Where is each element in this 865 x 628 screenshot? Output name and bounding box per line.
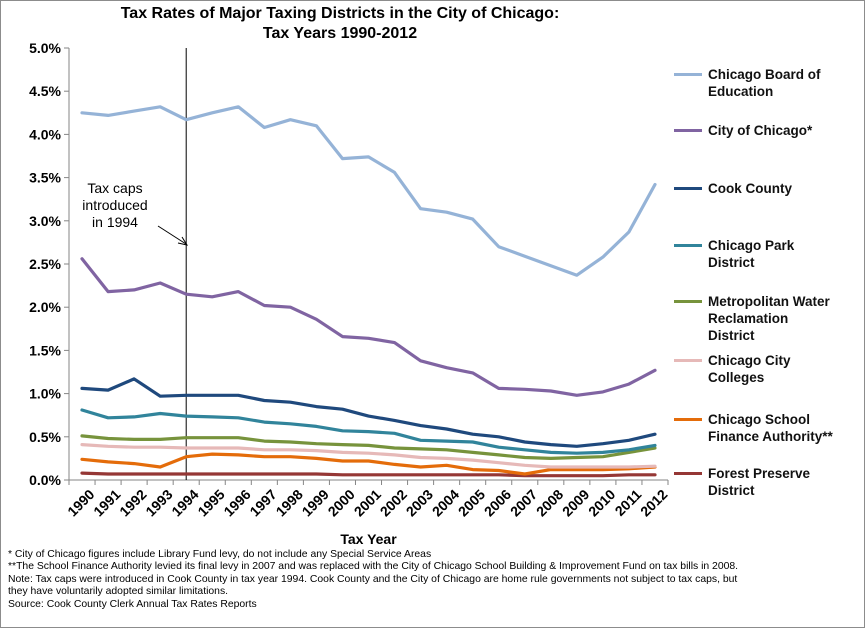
y-tick-label: 4.0%	[29, 126, 61, 142]
footnote-note: Note: Tax caps were introduced in Cook C…	[8, 573, 738, 585]
x-tick-label: 1998	[273, 486, 306, 519]
annotation-text-line: introduced	[82, 197, 147, 213]
y-tick-label: 2.5%	[29, 256, 61, 272]
series-line-chicago-park-district	[80, 408, 657, 455]
chart-title-line-2: Tax Years 1990-2012	[262, 25, 418, 42]
x-tick-label: 1995	[194, 486, 227, 519]
x-tick-label: 2010	[585, 486, 618, 519]
legend-label-line: City of Chicago*	[708, 123, 813, 138]
legend-label-line: Education	[708, 84, 774, 99]
legend-label-line: District	[708, 483, 755, 498]
legend-swatch	[674, 418, 702, 421]
y-tick-label: 0.0%	[29, 472, 61, 488]
legend-swatch	[674, 300, 702, 303]
legend-label: Chicago City Colleges	[708, 352, 858, 386]
y-tick-label: 4.5%	[29, 83, 61, 99]
series-line-chicago-school-finance-authority	[80, 452, 657, 476]
y-tick-label: 3.0%	[29, 213, 61, 229]
legend-label-line: Cook County	[708, 181, 792, 196]
legend-label-line: Chicago School	[708, 412, 811, 427]
annotation-arrowhead	[177, 236, 189, 246]
x-tick-label: 2004	[429, 486, 462, 519]
y-tick-label: 1.0%	[29, 386, 61, 402]
annotation-arrow	[157, 225, 187, 245]
legend-label: Forest Preserve District	[708, 465, 858, 499]
annotation-text-line: in 1994	[92, 214, 138, 230]
x-tick-label: 2009	[559, 486, 592, 519]
x-axis-title: Tax Year	[340, 531, 397, 547]
footnote-city: * City of Chicago figures include Librar…	[8, 549, 432, 560]
y-tick-label: 0.5%	[29, 429, 61, 445]
legend-label-line: Colleges	[708, 370, 765, 385]
legend-label-line: Finance Authority**	[708, 429, 833, 444]
legend-label: Cook County	[708, 180, 858, 197]
footnotes: * City of Chicago figures include Librar…	[8, 549, 858, 611]
x-tick-label: 1996	[220, 486, 253, 519]
legend-label-line: Reclamation	[708, 311, 789, 326]
legend-label: Chicago Park District	[708, 237, 858, 271]
series-line-city-of-chicago	[80, 257, 657, 397]
legend-label: Chicago School Finance Authority**	[708, 411, 858, 445]
x-tick-label: 1994	[168, 486, 201, 519]
y-tick-label: 3.5%	[29, 170, 61, 186]
x-tick-label: 2011	[612, 486, 645, 519]
series-line-forest-preserve-district	[80, 471, 657, 478]
legend-label-line: Metropolitan Water	[708, 294, 830, 309]
footnote-source: Source: Cook County Clerk Annual Tax Rat…	[8, 598, 257, 610]
x-tick-label: 2007	[507, 486, 540, 519]
footnote-note-cont: they have voluntarily adopted similar li…	[8, 586, 229, 598]
x-tick-label: 2000	[325, 486, 358, 519]
x-tick-label: 2012	[637, 486, 670, 519]
footnote-sfa: **The School Finance Authority levied it…	[8, 561, 739, 573]
legend-label-line: District	[708, 255, 755, 270]
legend-swatch	[674, 187, 702, 190]
legend-swatch	[674, 73, 702, 76]
chart-title: Tax Rates of Major Taxing Districts in t…	[0, 4, 680, 44]
x-tick-label: 1991	[90, 486, 123, 519]
legend-label-line: Chicago Board of	[708, 67, 821, 82]
x-tick-label: 1993	[142, 486, 175, 519]
legend-swatch	[674, 244, 702, 247]
series-line-chicago-city-colleges	[80, 443, 657, 469]
series-line-chicago-board-of-education	[80, 105, 657, 277]
legend-swatch	[674, 359, 702, 362]
x-tick-label: 1992	[116, 486, 149, 519]
chart-title-line-1: Tax Rates of Major Taxing Districts in t…	[120, 5, 560, 22]
legend-label-line: Forest Preserve	[708, 466, 811, 481]
legend-swatch	[674, 472, 702, 475]
legend-label: City of Chicago*	[708, 122, 858, 139]
x-tick-label: 2003	[403, 486, 436, 519]
series-line-cook-county	[80, 377, 657, 448]
x-tick-label: 1999	[299, 486, 332, 519]
x-tick-label: 2008	[533, 486, 566, 519]
x-tick-label: 2006	[481, 486, 514, 519]
x-tick-label: 2005	[455, 486, 488, 519]
legend-label: Metropolitan Water Reclamation District	[708, 293, 858, 344]
x-tick-label: 1997	[246, 486, 279, 519]
legend-label-line: District	[708, 328, 755, 343]
annotation-text-line: Tax caps	[87, 180, 142, 196]
x-tick-label: 1990	[64, 486, 97, 519]
legend-label-line: Chicago City	[708, 353, 791, 368]
series-line-metropolitan-water-reclamation-district	[80, 434, 657, 460]
line-chart: 0.0% 0.5% 1.0% 1.5% 2.0% 2.5% 3.0% 3.5% 4.0% 4.5%…	[29, 40, 671, 547]
x-tick-label: 2001	[351, 486, 384, 519]
y-tick-label: 2.0%	[29, 299, 61, 315]
legend-label-line: Chicago Park	[708, 238, 795, 253]
y-tick-label: 5.0%	[29, 40, 61, 56]
legend-swatch	[674, 129, 702, 132]
legend-label: Chicago Board of Education	[708, 66, 858, 100]
y-tick-label: 1.5%	[29, 342, 61, 358]
x-tick-label: 2002	[377, 486, 410, 519]
